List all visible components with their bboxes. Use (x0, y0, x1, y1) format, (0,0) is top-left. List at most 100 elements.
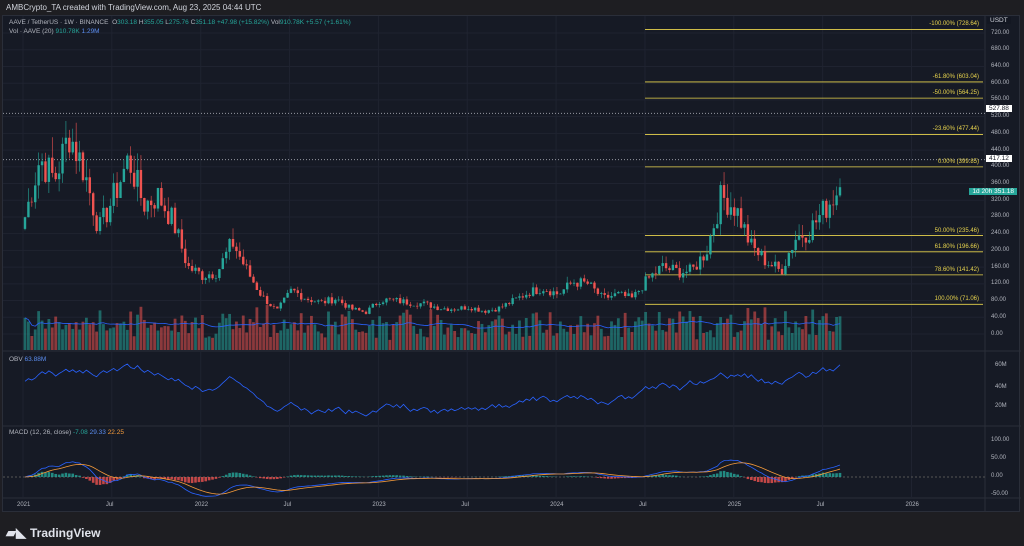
candle-body (647, 276, 651, 278)
candle-body (681, 273, 685, 278)
candle-body (68, 137, 71, 153)
macd-histogram-bar (753, 477, 757, 482)
volume-bar (395, 322, 399, 350)
vol-indicator-value: 910.78K (55, 28, 80, 35)
price-tick-label: 240.00 (991, 230, 1010, 237)
volume-indicator-legend[interactable]: Vol · AAVE (20) 910.78K 1.29M (9, 28, 100, 35)
candle-body (381, 302, 385, 305)
macd-histogram-bar (398, 475, 402, 477)
candle-body (224, 251, 228, 259)
volume-bar (275, 332, 279, 350)
candle-body (207, 274, 211, 279)
macd-histogram-bar (828, 473, 832, 477)
volume-bar (620, 337, 624, 350)
symbol-name[interactable]: AAVE / TetherUS · 1W · BINANCE (9, 19, 109, 26)
macd-histogram-bar (241, 473, 245, 477)
macd-histogram-bar (572, 476, 576, 477)
macd-histogram-bar (323, 475, 327, 477)
candle-body (726, 197, 729, 215)
candle-body (739, 208, 743, 228)
volume-bar (27, 321, 30, 350)
volume-bar (811, 309, 815, 350)
volume-bar (98, 310, 102, 350)
volume-bar (23, 317, 27, 350)
candle-body (228, 238, 231, 252)
macd-histogram-bar (61, 473, 64, 477)
candle-body (661, 263, 664, 266)
candle-body (54, 172, 57, 180)
candle-body (446, 308, 450, 311)
candle-body (548, 291, 552, 296)
macd-histogram-bar (746, 477, 750, 480)
macd-histogram-bar (657, 474, 661, 477)
candle-body (593, 282, 596, 289)
volume-bar (54, 316, 58, 350)
candle-body (371, 303, 375, 308)
obv-legend[interactable]: OBV 63.88M (9, 356, 46, 363)
macd-legend[interactable]: MACD (12, 26, close) -7.08 29.33 22.25 (9, 429, 124, 436)
volume-bar (330, 324, 334, 350)
candle-body (180, 229, 184, 249)
macd-histogram-bar (719, 471, 722, 477)
candle-body (787, 253, 791, 266)
candle-body (606, 294, 610, 298)
candle-body (92, 193, 95, 216)
macd-histogram-bar (299, 475, 303, 477)
macd-histogram-bar (316, 475, 320, 477)
volume-bar (132, 336, 136, 350)
tradingview-logo[interactable]: ▰◣ TradingView (6, 525, 100, 541)
volume-bar (709, 330, 712, 350)
candle-body (487, 310, 490, 313)
volume-bar (398, 315, 402, 350)
volume-bar (425, 337, 429, 350)
macd-histogram-bar (47, 472, 51, 477)
vol-value: 910.78K (279, 19, 305, 26)
price-tick-label: 520.00 (991, 113, 1010, 120)
candle-body (201, 271, 204, 280)
volume-bar (221, 313, 225, 350)
volume-bar (197, 328, 201, 350)
obv-name: OBV (9, 356, 23, 363)
candle-body (392, 298, 395, 300)
volume-bar (637, 317, 641, 350)
candle-body (484, 310, 487, 313)
candle-body (163, 205, 167, 212)
macd-histogram-bar (351, 476, 354, 477)
volume-bar (511, 324, 515, 350)
candle-body (357, 308, 361, 311)
obv-tick-label: 40M (995, 384, 1007, 390)
candle-body (167, 211, 170, 224)
macd-histogram-bar (310, 475, 313, 477)
candle-body (497, 306, 501, 312)
macd-histogram-bar (88, 477, 92, 481)
candle-body (634, 291, 637, 298)
currency-label[interactable]: USDT (987, 17, 1011, 24)
volume-bar (163, 326, 167, 350)
chart-canvas[interactable] (3, 16, 1021, 513)
volume-bar (572, 333, 576, 350)
candle-body (835, 195, 838, 206)
obv-line (24, 363, 841, 417)
macd-histogram-bar (661, 474, 664, 477)
candle-body (34, 185, 37, 203)
candle-body (296, 290, 299, 294)
macd-histogram-bar (204, 477, 208, 482)
volume-bar (115, 323, 119, 350)
volume-bar (224, 318, 228, 350)
candle-body (429, 302, 432, 308)
candle-body (361, 310, 364, 312)
macd-histogram-bar (613, 477, 617, 479)
macd-histogram-bar (729, 472, 733, 477)
macd-histogram-bar (388, 475, 392, 477)
time-tick-label: 2022 (194, 502, 209, 508)
time-tick-label: Jul (816, 502, 825, 508)
macd-histogram-bar (228, 473, 231, 477)
candle-body (242, 256, 245, 265)
volume-bar (303, 332, 307, 350)
volume-bar (821, 316, 825, 350)
volume-bar (378, 316, 382, 350)
macd-tick-label: -50.00 (991, 491, 1009, 497)
chart-area[interactable]: AAVE / TetherUS · 1W · BINANCE O303.18 H… (2, 15, 1021, 513)
candle-body (576, 282, 579, 287)
volume-bar (787, 327, 791, 350)
